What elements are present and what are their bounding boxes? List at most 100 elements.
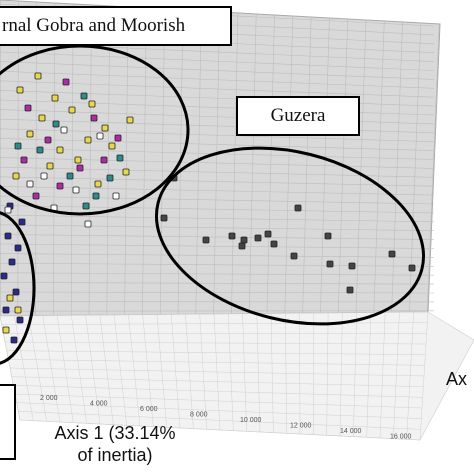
grid-line-v	[426, 23, 440, 312]
data-point	[101, 124, 109, 132]
floor-line	[11, 376, 424, 387]
data-point	[16, 86, 24, 94]
x-tick-label: 2 000	[40, 395, 58, 402]
floor-line	[6, 350, 426, 355]
grid-line-h	[0, 262, 435, 267]
data-point	[116, 154, 124, 162]
floor-line	[13, 385, 423, 398]
data-point	[56, 146, 64, 154]
grid-line-h	[0, 214, 435, 223]
data-point	[14, 244, 22, 252]
data-point	[4, 206, 12, 214]
x-tick-label: 10 000	[240, 417, 262, 424]
grid-line-h	[0, 80, 435, 98]
data-point	[126, 116, 134, 124]
data-point	[92, 192, 100, 200]
data-point	[62, 78, 70, 86]
data-point	[160, 214, 168, 222]
floor-line	[8, 359, 425, 366]
data-point	[40, 172, 48, 180]
ellipse-left	[0, 211, 36, 365]
data-point	[20, 156, 28, 164]
data-point	[346, 286, 354, 294]
ellipse-gobra-moorish	[0, 44, 190, 216]
floor-line	[1, 322, 428, 325]
grid-line-h	[0, 186, 435, 196]
floor-line	[14, 393, 423, 409]
grid-line-h	[0, 90, 435, 107]
grid-line-h	[0, 118, 435, 134]
grid-line-h	[0, 243, 435, 249]
x-axis-title-line-1: Axis 1 (33.14%	[54, 423, 176, 443]
data-point	[10, 336, 18, 344]
data-point	[16, 316, 24, 324]
x-tick-label: 6 000	[140, 406, 158, 413]
data-point	[106, 174, 114, 182]
data-point	[112, 192, 120, 200]
grid-line-h	[0, 282, 435, 285]
data-point	[94, 180, 102, 188]
data-point	[254, 234, 262, 242]
data-point	[90, 114, 98, 122]
data-point	[26, 180, 34, 188]
data-point	[76, 164, 84, 172]
data-point	[6, 294, 14, 302]
data-point	[72, 186, 80, 194]
x-tick-label: 4 000	[90, 401, 108, 408]
data-point	[44, 136, 52, 144]
data-point	[80, 92, 88, 100]
grid-line-h	[0, 291, 435, 294]
data-point	[88, 100, 96, 108]
data-point	[26, 130, 34, 138]
data-point	[32, 192, 40, 200]
data-point	[408, 264, 416, 272]
data-point	[122, 168, 130, 176]
grid-line-h	[0, 272, 435, 276]
data-point	[51, 94, 59, 102]
data-point	[34, 72, 42, 80]
data-point	[348, 262, 356, 270]
data-point	[290, 252, 298, 260]
grid-line-v	[391, 21, 403, 313]
data-point	[326, 260, 334, 268]
data-point	[60, 126, 68, 134]
grid-line-h	[0, 224, 435, 231]
data-point	[4, 232, 12, 240]
data-point	[2, 306, 10, 314]
data-point	[8, 258, 16, 266]
floor-line	[18, 411, 421, 430]
x-tick-label: 8 000	[190, 412, 208, 419]
data-point	[240, 236, 248, 244]
x-tick-label: 12 000	[290, 423, 312, 430]
data-point	[24, 104, 32, 112]
data-point	[0, 272, 8, 280]
data-point	[96, 132, 104, 140]
data-point	[84, 136, 92, 144]
data-point	[108, 142, 116, 150]
annotation-guzera: Guzera	[236, 96, 360, 136]
floor-line	[4, 341, 427, 345]
cluster-ellipses	[0, 44, 426, 365]
data-point	[12, 288, 20, 296]
grid-line-h	[0, 99, 435, 116]
data-point	[46, 162, 54, 170]
data-point	[388, 250, 396, 258]
data-point	[74, 156, 82, 164]
data-point	[12, 172, 20, 180]
data-point	[66, 172, 74, 180]
data-point	[324, 232, 332, 240]
floor-line	[0, 311, 429, 317]
grid-line-h	[0, 51, 435, 71]
data-point	[14, 142, 22, 150]
data-point	[238, 242, 246, 250]
grid-line-h	[0, 138, 435, 151]
grid-line-v	[373, 20, 385, 313]
data-point	[68, 106, 76, 114]
floor-line	[16, 402, 422, 419]
ellipse-guzera	[154, 146, 426, 326]
grid-line-h	[0, 157, 435, 169]
data-point	[56, 182, 64, 190]
data-point	[202, 236, 210, 244]
data-point	[228, 232, 236, 240]
